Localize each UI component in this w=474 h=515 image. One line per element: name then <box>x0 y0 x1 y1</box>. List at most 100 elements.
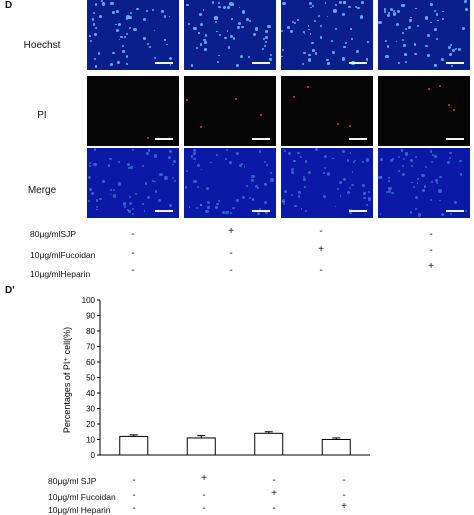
nucleus-dot <box>300 208 303 210</box>
nucleus-dot <box>266 164 268 166</box>
nucleus-dot <box>261 47 265 51</box>
nucleus-dot <box>290 29 294 33</box>
nucleus-dot <box>229 2 233 6</box>
nucleus-dot <box>349 152 352 154</box>
nucleus-dot <box>435 181 438 184</box>
nucleus-dot <box>129 166 133 170</box>
nucleus-dot <box>226 148 229 151</box>
nucleus-dot <box>291 21 294 24</box>
nucleus-dot <box>211 1 215 4</box>
nucleus-dot <box>320 25 323 27</box>
nucleus-dot <box>402 43 406 47</box>
nucleus-dot <box>429 198 433 202</box>
nucleus-dot <box>392 9 395 12</box>
nucleus-dot <box>326 58 329 62</box>
nucleus-dot <box>110 1 114 5</box>
nucleus-dot <box>196 186 199 189</box>
nucleus-dot <box>152 8 155 11</box>
nucleus-dot <box>410 158 414 162</box>
nucleus-dot <box>434 28 438 31</box>
nucleus-dot <box>302 62 305 65</box>
nucleus-dot <box>117 182 122 186</box>
pi-positive-cell <box>427 88 430 91</box>
nucleus-dot <box>308 53 311 57</box>
nucleus-dot <box>357 7 360 10</box>
nucleus-dot <box>440 57 444 61</box>
chart-treatment-label-fucoidan: 10μg/ml Fucoidan <box>48 492 116 502</box>
nucleus-dot <box>351 171 354 173</box>
nucleus-dot <box>332 157 334 160</box>
nucleus-dot <box>111 11 115 15</box>
nucleus-dot <box>205 210 209 214</box>
sign: - <box>319 265 323 276</box>
nucleus-dot <box>172 159 176 163</box>
nucleus-dot <box>392 12 397 16</box>
nucleus-dot <box>326 15 329 18</box>
nucleus-dot <box>256 187 259 190</box>
nucleus-dot <box>200 168 203 171</box>
nucleus-dot <box>199 22 203 26</box>
sign: - <box>131 248 135 259</box>
nucleus-dot <box>308 170 311 174</box>
scale-bar <box>252 210 270 212</box>
nucleus-dot <box>249 197 252 199</box>
nucleus-dot <box>398 62 400 64</box>
nucleus-dot <box>401 39 405 42</box>
nucleus-dot <box>348 187 351 190</box>
sign: + <box>228 226 234 237</box>
nucleus-dot <box>109 188 112 192</box>
nucleus-dot <box>251 174 255 178</box>
bar-chart: Percentages of PI⁺ cell(%) 0 10 20 30 40 50 60… <box>62 296 370 460</box>
nucleus-dot <box>115 23 118 26</box>
nucleus-dot <box>351 37 353 40</box>
nucleus-dot <box>159 173 163 177</box>
nucleus-dot <box>171 163 174 166</box>
scale-bar <box>349 138 367 140</box>
nucleus-dot <box>216 30 219 33</box>
nucleus-dot <box>168 56 172 61</box>
scale-bar <box>446 62 464 64</box>
nucleus-dot <box>461 26 466 30</box>
nucleus-dot <box>204 41 207 44</box>
nucleus-dot <box>410 181 413 184</box>
scale-bar <box>349 210 367 212</box>
nucleus-dot <box>281 29 284 32</box>
nucleus-dot <box>193 158 196 161</box>
nucleus-dot <box>112 194 116 198</box>
nucleus-dot <box>227 46 231 49</box>
nucleus-dot <box>91 192 95 196</box>
nucleus-dot <box>323 154 327 159</box>
nucleus-dot <box>185 170 188 173</box>
micrograph-pi <box>87 76 179 146</box>
y-tick-label: 20 <box>86 420 95 429</box>
nucleus-dot <box>87 175 92 179</box>
nucleus-dot <box>338 0 342 4</box>
nucleus-dot <box>292 159 296 163</box>
nucleus-dot <box>315 148 318 151</box>
nucleus-dot <box>224 158 227 160</box>
nucleus-dot <box>439 175 442 179</box>
nucleus-dot <box>411 164 413 167</box>
nucleus-dot <box>409 211 413 215</box>
nucleus-dot <box>173 179 177 182</box>
nucleus-dot <box>153 154 157 158</box>
pi-positive-cell <box>235 98 238 101</box>
nucleus-dot <box>385 54 389 58</box>
nucleus-dot <box>361 160 364 163</box>
nucleus-dot <box>168 15 171 18</box>
nucleus-dot <box>116 10 119 13</box>
sign: + <box>271 488 277 499</box>
nucleus-dot <box>290 167 294 171</box>
nucleus-dot <box>131 213 134 216</box>
nucleus-dot <box>282 49 284 52</box>
nucleus-dot <box>439 199 442 202</box>
nucleus-dot <box>300 155 303 158</box>
nucleus-dot <box>434 155 438 158</box>
nucleus-dot <box>397 169 401 173</box>
nucleus-dot <box>143 36 147 40</box>
nucleus-dot <box>89 188 93 191</box>
nucleus-dot <box>264 40 267 43</box>
nucleus-dot <box>362 183 366 187</box>
nucleus-dot <box>365 57 369 61</box>
nucleus-dot <box>309 33 312 36</box>
